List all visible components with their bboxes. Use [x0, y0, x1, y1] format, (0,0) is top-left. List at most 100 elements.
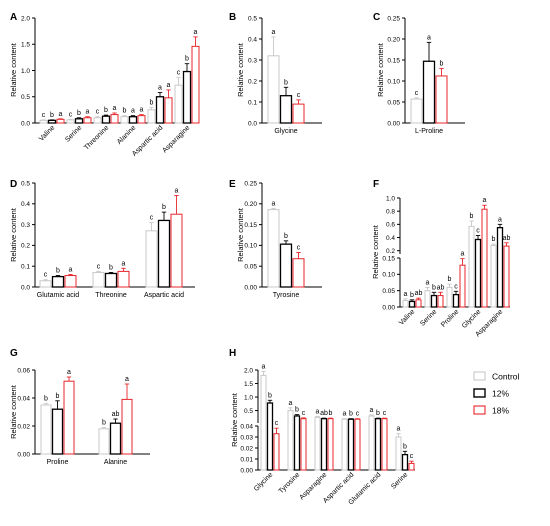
- panel-f-sig-letter: c: [476, 228, 480, 235]
- panel-a-bar: [120, 116, 129, 124]
- panel-e-sig-letter: c: [297, 244, 301, 251]
- panel-f-bar: [468, 225, 475, 308]
- panel-a-bar: [155, 96, 165, 124]
- panel-b-ytick-label: 0.0: [248, 120, 257, 127]
- panel-d-sig-letter: a: [175, 187, 179, 194]
- panel-h-bar: [368, 415, 375, 471]
- panel-f-sig-letter: c: [454, 283, 458, 290]
- panel-a-sig-letter: a: [140, 107, 144, 114]
- panel-d-letter: D: [10, 179, 17, 190]
- panel-g-category-label: Alanine: [104, 459, 127, 466]
- panel-a-sig-letter: c: [69, 111, 73, 118]
- panel-c-ytick-label: 0.15: [387, 57, 400, 64]
- panel-f-sig-letter: b: [492, 236, 496, 243]
- panel-h-ytick-label: 0.00: [240, 467, 253, 474]
- panel-c-ytick-label: 0.10: [387, 78, 400, 85]
- panel-h-sig-letter: c: [410, 453, 414, 460]
- panel-f-ylabel: Relative content: [371, 224, 380, 279]
- panel-h-bar: [341, 418, 348, 471]
- panel-g-sig-letter: b: [44, 396, 48, 403]
- panel-a-bar: [47, 119, 57, 124]
- panel-f-ytick-label: 1.0: [386, 195, 395, 202]
- panel-h-category-label: Serine: [390, 471, 409, 490]
- panel-c-ylabel: Relative content: [376, 42, 385, 97]
- panel-b-category-label: Glycine: [274, 128, 297, 135]
- panel-d-ytick-label: 0.4: [21, 201, 30, 208]
- panel-f-sig-letter: a: [498, 216, 502, 223]
- panel-a-sig-letter: b: [104, 107, 108, 114]
- panel-g-sig-letter: b: [102, 419, 106, 426]
- panel-d-sig-letter: c: [97, 263, 101, 270]
- panel-a-sig-letter: a: [86, 109, 90, 116]
- panel-h-sig-letter: c: [275, 420, 279, 427]
- panel-h-sig-letter: a: [370, 407, 374, 414]
- panel-h-ytick-label: 1.0: [244, 394, 253, 401]
- panel-d: [32, 182, 195, 288]
- panel-a-bar: [174, 84, 183, 124]
- panel-d-bar: [39, 280, 52, 288]
- panel-g: [32, 369, 150, 455]
- panel-b-letter: B: [229, 12, 236, 23]
- panel-f-ytick-label: 0.4: [386, 235, 395, 242]
- panel-h-sig-letter: b: [403, 443, 407, 450]
- panel-h-bar: [347, 418, 355, 471]
- panel-h-sig-letter: a: [262, 363, 266, 370]
- panel-f-category-label: Glycine: [461, 308, 483, 330]
- panel-b-sig-letter: c: [297, 92, 301, 99]
- panel-f-sig-letter: a: [404, 291, 408, 298]
- panel-b-ytick-label: 0.5: [248, 15, 257, 22]
- panel-a-category-label: Asparagine: [161, 124, 191, 154]
- panel-b: [259, 17, 322, 124]
- panel-f-bar: [446, 286, 453, 308]
- panel-h-ytick-label: 0.03: [240, 434, 253, 441]
- panel-h-ylabel: Relative content: [230, 392, 239, 447]
- panel-d-bar: [104, 272, 118, 288]
- panel-h-bar: [273, 433, 280, 471]
- panel-g-category-label: Proline: [47, 459, 69, 466]
- panel-h-bar: [287, 410, 294, 471]
- panel-f-letter: F: [373, 179, 379, 190]
- panel-c-bar: [435, 75, 448, 124]
- panel-d-ytick-label: 0.1: [21, 264, 30, 271]
- panel-h-bar: [320, 418, 328, 471]
- panel-b-ytick-label: 0.2: [248, 78, 257, 85]
- panel-d-bar: [170, 213, 183, 288]
- panel-f-ytick-label: 0.2: [386, 248, 395, 255]
- panel-d-sig-letter: c: [150, 215, 154, 222]
- panel-f-bar: [424, 290, 431, 308]
- panel-d-sig-letter: b: [109, 264, 113, 271]
- panel-f-ytick-label: 0.10: [382, 272, 395, 279]
- panel-d-sig-letter: c: [44, 272, 48, 279]
- panel-f-sig-letter: ab: [415, 290, 423, 297]
- panel-e-ytick-label: 0.10: [244, 243, 257, 250]
- panel-h-ytick-label: 2.0: [244, 367, 253, 374]
- panel-f-ytick-label: 0.00: [382, 304, 395, 311]
- legend-swatch: [473, 388, 486, 398]
- panel-a-sig-letter: c: [177, 69, 181, 76]
- panel-c-bar: [422, 60, 436, 124]
- panel-f-category-label: Valine: [398, 308, 416, 326]
- panel-c-ytick-label: 0.05: [387, 99, 400, 106]
- panel-b-ylabel: Relative content: [236, 42, 245, 97]
- panel-f-bar: [415, 299, 422, 308]
- panel-f-ytick-label: 0.6: [386, 222, 395, 229]
- panel-c-sig-letter: a: [427, 34, 431, 41]
- panel-a-bar: [164, 97, 173, 124]
- panel-h-bar: [401, 453, 409, 471]
- panel-a-sig-letter: a: [131, 108, 135, 115]
- panel-d-ytick-label: 0.0: [21, 284, 30, 291]
- panel-d-ytick-label: 0.2: [21, 243, 30, 250]
- panel-a-bar: [110, 114, 119, 124]
- panel-h-sig-letter: a: [316, 409, 320, 416]
- panel-a-ytick-label: 0.5: [21, 94, 30, 101]
- panel-a-sig-letter: b: [185, 56, 189, 63]
- panel-b-ytick-label: 0.3: [248, 57, 257, 64]
- panel-a-sig-letter: b: [123, 108, 127, 115]
- panel-e-ytick-label: 0.25: [244, 180, 257, 187]
- panel-h-bar: [300, 418, 307, 471]
- panel-f-bar: [430, 294, 438, 308]
- panel-a-category-label: Valine: [38, 124, 56, 142]
- panel-h-sig-letter: c: [356, 411, 360, 418]
- panel-a-bar: [39, 119, 48, 124]
- panel-h-sig-letter: b: [295, 407, 299, 414]
